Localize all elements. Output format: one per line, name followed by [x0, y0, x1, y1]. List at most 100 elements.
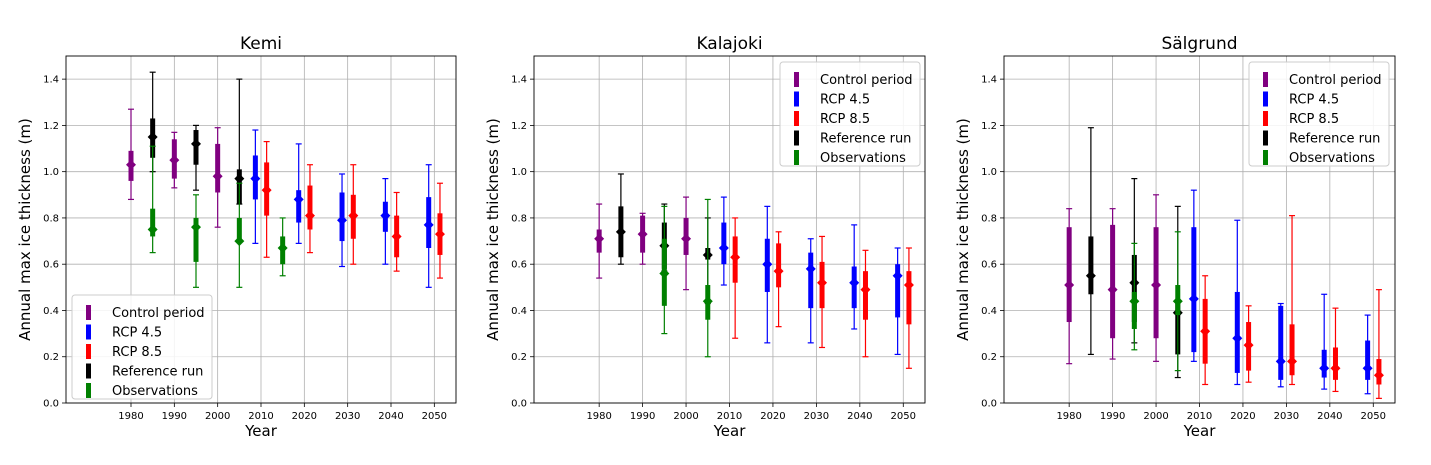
x-tick-label: 2050 [422, 411, 447, 422]
median-marker [1373, 370, 1384, 381]
errorbar-point [1151, 194, 1162, 362]
y-axis-label: Annual max ice thickness (m) [954, 118, 972, 341]
legend-swatch [1263, 150, 1268, 165]
errorbar-point [1232, 219, 1243, 386]
series-observations [659, 198, 713, 358]
y-axis-label: Annual max ice thickness (m) [484, 118, 502, 341]
chart-title: Sälgrund [1161, 34, 1237, 54]
legend-label: Observations [112, 384, 198, 399]
legend-label: RCP 8.5 [1289, 112, 1339, 127]
y-tick-label: 1.0 [43, 167, 59, 178]
iqr-bar [906, 271, 912, 325]
x-tick-label: 1990 [1100, 411, 1125, 422]
y-tick-label: 0.2 [511, 352, 527, 363]
median-marker [860, 284, 871, 295]
legend-box [71, 294, 213, 400]
y-tick-label: 1.4 [981, 75, 997, 86]
x-tick-label: 2010 [248, 411, 273, 422]
errorbar-point [191, 124, 201, 191]
median-marker [730, 252, 741, 263]
legend-swatch [86, 324, 91, 340]
errorbar-point [423, 164, 434, 288]
series-rcp-8-5 [730, 217, 914, 369]
median-marker [1243, 340, 1254, 351]
median-marker [762, 259, 773, 270]
x-tick-label: 2030 [804, 411, 829, 422]
median-marker [1275, 356, 1286, 367]
errorbar-point [1243, 305, 1254, 383]
legend-swatch [1263, 72, 1268, 87]
legend-swatch [1263, 91, 1268, 107]
x-axis-label: Year [1183, 422, 1217, 440]
y-tick-label: 1.2 [981, 121, 997, 132]
y-tick-label: 1.0 [981, 167, 997, 178]
median-marker [234, 236, 245, 247]
x-tick-label: 2000 [205, 411, 230, 422]
errorbar-point [1287, 215, 1298, 386]
iqr-bar [1278, 305, 1284, 380]
x-tick-label: 2010 [717, 411, 742, 422]
errorbar-point [730, 217, 741, 339]
chart-panel-1: 1980 1990 2000 2010 2020 2030 2040 2050 0.0 0.2 0.… [16, 34, 457, 440]
y-tick-label: 0.2 [981, 352, 997, 363]
y-tick-label: 0.2 [43, 352, 59, 363]
median-marker [147, 131, 158, 142]
median-marker [681, 233, 692, 244]
errorbar-point [718, 196, 729, 286]
chart-panel-3: 1980 1990 2000 2010 2020 2030 2040 2050 0.0 0.2 0.… [954, 34, 1396, 440]
errorbar-point [1085, 127, 1096, 356]
errorbar-point [615, 173, 626, 265]
x-axis-label: Year [713, 422, 747, 440]
iqr-bar [1191, 227, 1197, 353]
series-rcp-4-5 [718, 196, 903, 356]
x-tick-label: 2030 [1274, 411, 1299, 422]
median-marker [1107, 284, 1118, 295]
errorbar-point [817, 235, 828, 349]
iqr-bar [1365, 340, 1371, 380]
x-tick-label: 2000 [673, 411, 698, 422]
legend-item: RCP 8.5 [794, 111, 870, 127]
legend-item: Control period [1263, 72, 1382, 88]
median-marker [615, 226, 626, 237]
errorbar-point [1107, 208, 1118, 360]
chart-title: Kalajoki [696, 34, 762, 54]
x-tick-label: 2050 [891, 411, 916, 422]
iqr-bar [1088, 236, 1094, 295]
median-marker [304, 210, 315, 221]
median-marker [234, 173, 245, 184]
series-observations [147, 145, 288, 288]
errorbar-point [348, 164, 359, 265]
errorbar-point [1319, 293, 1330, 390]
x-tick-label: 2020 [760, 411, 785, 422]
median-marker [277, 243, 288, 254]
errorbar-point [293, 143, 304, 244]
y-tick-label: 0.4 [981, 306, 997, 317]
y-tick-label: 0.0 [43, 399, 59, 410]
median-marker [434, 229, 445, 240]
legend-item: RCP 4.5 [86, 324, 162, 341]
errorbar-point [659, 205, 670, 335]
errorbar-point [1275, 302, 1286, 388]
x-tick-label: 2020 [292, 411, 317, 422]
errorbar-point [304, 164, 315, 254]
y-tick-label: 1.4 [511, 75, 527, 86]
legend-item: Control period [86, 305, 205, 321]
legend-item: Observations [86, 383, 198, 399]
legend-label: Reference run [112, 365, 203, 380]
median-marker [659, 268, 670, 279]
legend-label: RCP 8.5 [820, 112, 870, 127]
median-marker [423, 219, 434, 230]
legend-item: Observations [1263, 150, 1375, 166]
y-tick-label: 0.8 [43, 213, 59, 224]
iqr-bar [895, 264, 901, 318]
errorbar-point [594, 203, 605, 279]
median-marker [348, 210, 359, 221]
legend-swatch [794, 72, 799, 87]
median-marker [1064, 280, 1075, 291]
errorbar-point [849, 224, 860, 330]
legend-label: Control period [112, 306, 205, 321]
legend-swatch [794, 130, 799, 146]
errorbar-point [1188, 189, 1199, 362]
legend-swatch [86, 383, 91, 398]
